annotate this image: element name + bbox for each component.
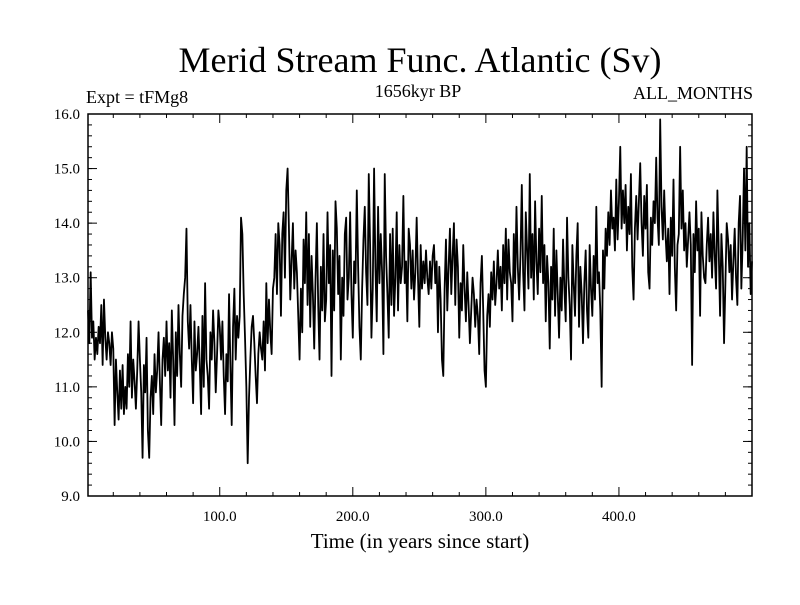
y-tick-label: 9.0 (61, 489, 80, 505)
x-tick-label: 400.0 (602, 509, 636, 525)
experiment-label: Expt = tFMg8 (86, 87, 188, 107)
y-tick-label: 10.0 (54, 434, 80, 450)
plot-frame (87, 113, 753, 497)
y-tick-label: 16.0 (54, 107, 80, 123)
months-label: ALL_MONTHS (633, 83, 753, 103)
y-tick-label: 12.0 (54, 325, 80, 341)
chart-title: Merid Stream Func. Atlantic (Sv) (179, 40, 662, 80)
x-tick-label: 100.0 (203, 509, 237, 525)
y-tick-label: 13.0 (54, 271, 80, 287)
series-layer (87, 118, 753, 465)
x-tick-label: 300.0 (469, 509, 503, 525)
x-axis-label: Time (in years since start) (311, 529, 530, 553)
period-label: 1656kyr BP (375, 81, 462, 101)
y-tick-label: 15.0 (54, 162, 80, 178)
y-tick-label: 14.0 (54, 216, 80, 232)
y-tick-label: 11.0 (54, 380, 80, 396)
x-tick-label: 200.0 (336, 509, 370, 525)
series-line (87, 118, 753, 465)
